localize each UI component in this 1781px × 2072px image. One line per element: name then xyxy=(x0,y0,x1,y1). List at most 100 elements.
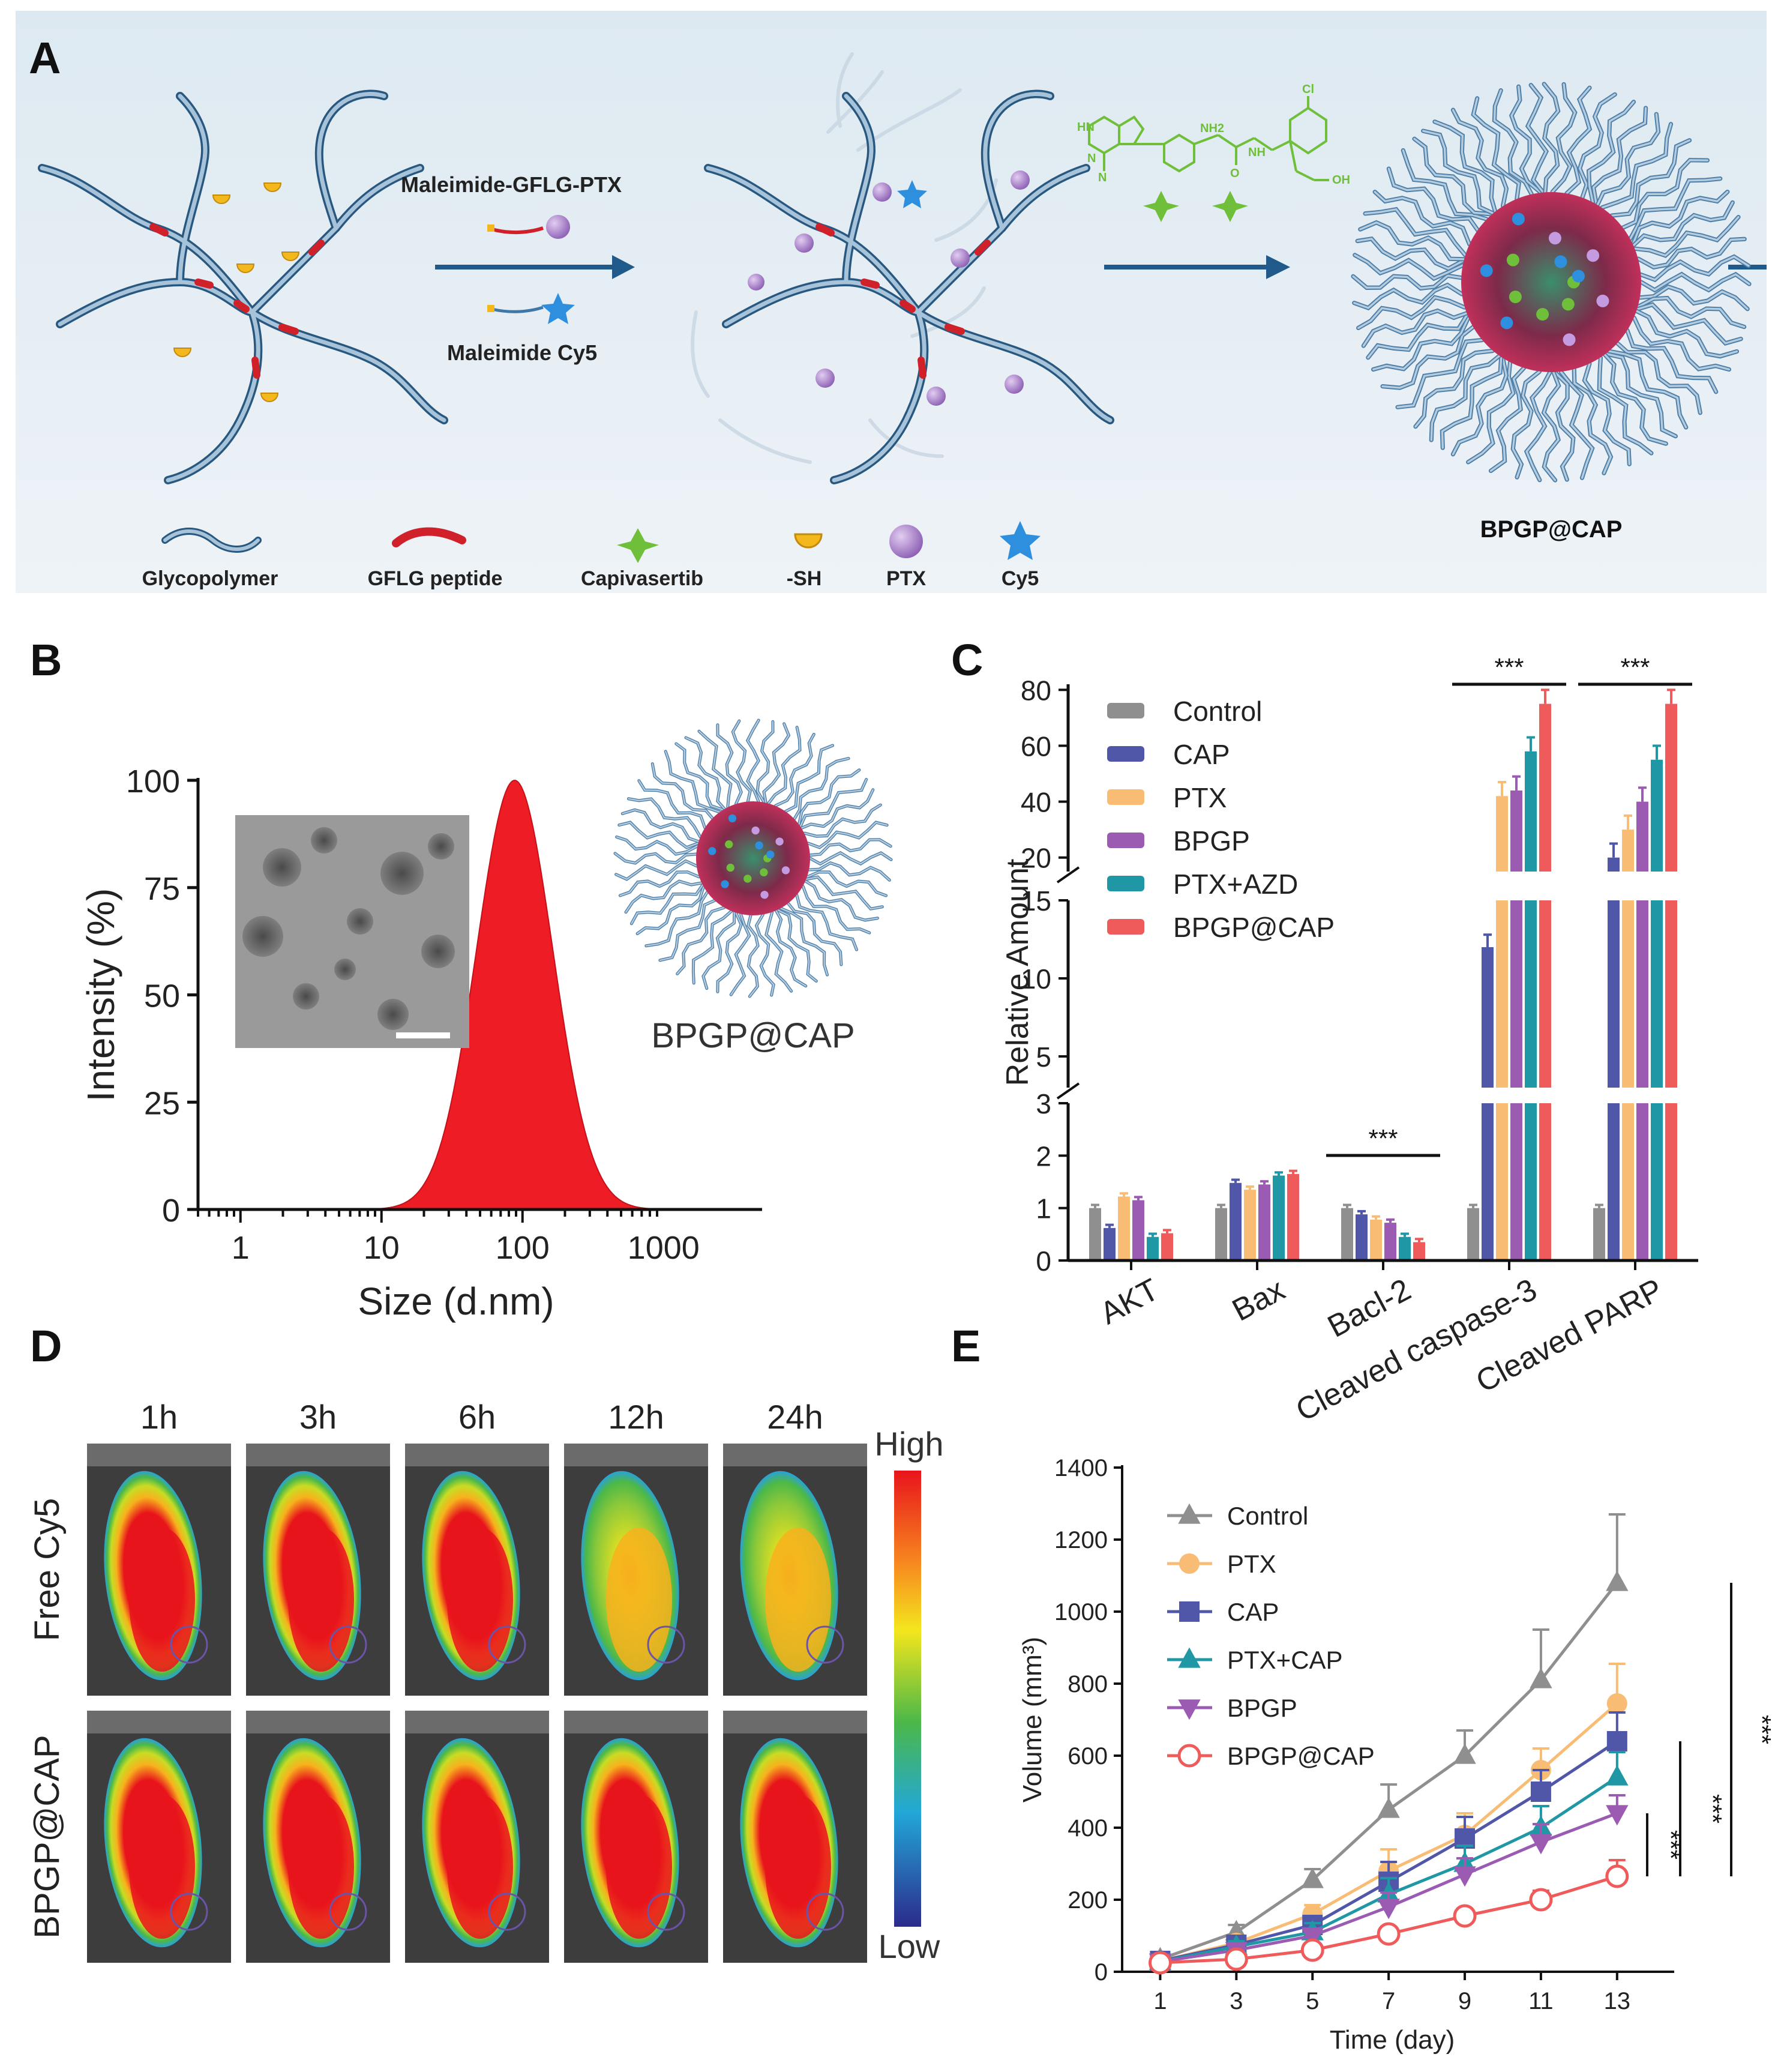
y-tick-label: 25 xyxy=(144,1085,180,1121)
polymer-arm-highlight xyxy=(780,908,828,976)
image-stage xyxy=(723,1444,867,1466)
polymer-arm-highlight xyxy=(763,723,790,804)
bar-cap xyxy=(1356,1214,1368,1260)
y-axis-title: Volume (mm³) xyxy=(1018,1637,1047,1802)
bar-ptx-azd xyxy=(1147,1236,1159,1260)
polymer-arm-highlight xyxy=(1636,303,1742,345)
data-point-triangle-down xyxy=(1453,1866,1476,1887)
x-tick-label: 10 xyxy=(364,1230,400,1266)
tumor-region-marker xyxy=(806,1625,844,1664)
polymer-arm-highlight xyxy=(659,900,716,962)
nanoparticle-core xyxy=(696,801,810,915)
polymer-arm-highlight xyxy=(1362,309,1468,347)
intensity-colorbar xyxy=(894,1471,921,1927)
y-tick-label: 2 xyxy=(1036,1140,1051,1172)
polymer-arm-highlight xyxy=(1621,159,1709,229)
polymer-arm-highlight xyxy=(1637,238,1746,269)
polymer-arm-highlight xyxy=(631,884,704,924)
y-tick-label: 75 xyxy=(144,871,180,907)
capivasertib-structure xyxy=(1088,96,1329,181)
polymer-arm-highlight xyxy=(802,885,870,934)
x-axis-title: Size (d.nm) xyxy=(358,1280,554,1323)
polymer-arm-highlight xyxy=(1551,83,1576,193)
bar-bpgp-cap xyxy=(1413,1242,1425,1260)
legend-label: CAP xyxy=(1173,739,1230,770)
polymer-arm-highlight xyxy=(698,730,732,808)
bar-bpgp xyxy=(1510,1103,1522,1260)
y-tick-label: 50 xyxy=(144,978,180,1014)
series-control xyxy=(1149,1513,1629,1968)
legend-label: PTX xyxy=(1227,1550,1276,1578)
bar-bpgp xyxy=(1636,801,1648,872)
mouse-image xyxy=(564,1444,708,1696)
polymer-arm-highlight xyxy=(746,719,760,803)
mouse-image xyxy=(405,1444,549,1696)
polymer-arm-highlight xyxy=(1626,329,1717,393)
glycopolymer-network-2 xyxy=(691,52,1114,484)
data-point-triangle-up xyxy=(1606,1570,1629,1591)
bar-ptx-azd xyxy=(1651,759,1663,872)
bar-cap xyxy=(1230,1182,1242,1260)
data-point-triangle-up xyxy=(1377,1797,1400,1818)
bar-bpgp xyxy=(1510,900,1522,1088)
core-payload xyxy=(1506,253,1519,267)
polymer-arm-highlight xyxy=(732,720,751,803)
y-tick-label: 400 xyxy=(1068,1815,1108,1842)
image-stage xyxy=(564,1711,708,1733)
legend-cy5: Cy5 xyxy=(1002,567,1039,590)
polymer-arm-highlight xyxy=(808,862,890,881)
core-payload xyxy=(755,841,763,850)
capivasertib-icon xyxy=(617,528,659,563)
legend-ptx: PTX xyxy=(886,567,926,590)
polymer-arm-highlight xyxy=(809,839,892,856)
bar-control xyxy=(1215,1208,1227,1260)
polymer-arm-highlight xyxy=(1359,221,1465,261)
polymer-arm-highlight xyxy=(1452,109,1508,207)
bar-bpgp-cap xyxy=(1539,1103,1551,1260)
data-point-triangle-up xyxy=(1178,1503,1201,1524)
polymer-arm-highlight xyxy=(1608,350,1687,429)
polymer-arm-highlight xyxy=(1402,149,1488,220)
x-tick-label: 5 xyxy=(1306,1988,1319,2014)
polymer-arm-highlight xyxy=(805,876,883,910)
bar-ptx-azd xyxy=(1651,1103,1663,1260)
core-payload xyxy=(728,814,737,823)
significance-label: *** xyxy=(1620,653,1650,681)
fluorescence-hotspot xyxy=(765,1528,831,1672)
bar-ptx-azd xyxy=(1525,751,1537,872)
data-point-open-circle xyxy=(1529,1888,1553,1912)
data-point-triangle-up xyxy=(1530,1667,1552,1688)
product-label: BPGP@CAP xyxy=(1480,516,1623,543)
polymer-arm-highlight xyxy=(1413,137,1493,215)
nanoparticle-illustration xyxy=(613,718,893,998)
core-payload xyxy=(1509,291,1522,304)
legend-label: PTX+AZD xyxy=(1173,869,1298,900)
legend-label: CAP xyxy=(1227,1598,1279,1626)
data-point-triangle-up xyxy=(1453,1743,1476,1764)
data-point-open-circle xyxy=(1377,1922,1401,1946)
y-tick-label: 10 xyxy=(1021,963,1051,995)
polymer-arm-highlight xyxy=(1611,139,1691,217)
bar-cap xyxy=(1608,1103,1620,1260)
svg-text:OH: OH xyxy=(1332,173,1350,187)
panel-b-dls: B 0 25 50 75 100 1 10 100 1000 Size (d.nm) Intensi… xyxy=(30,635,893,1323)
polymer-arm-highlight xyxy=(1542,371,1560,481)
image-stage xyxy=(246,1444,390,1466)
polymer-arm-highlight xyxy=(793,757,850,820)
y-tick-label: 0 xyxy=(162,1193,180,1229)
polymer-arm-highlight xyxy=(1493,89,1533,195)
polymer-arm-highlight xyxy=(807,821,888,849)
core-payload xyxy=(1572,270,1585,283)
fluorescence-hotspot xyxy=(288,1795,354,1939)
polymer-arm-highlight xyxy=(1352,274,1462,290)
polymer-arm-highlight xyxy=(1632,190,1729,245)
bar-bpgp-cap xyxy=(1539,900,1551,1088)
polymer-arm-highlight xyxy=(1603,354,1667,445)
x-tick-label: 100 xyxy=(496,1230,550,1266)
image-stage xyxy=(87,1711,231,1733)
data-point-square xyxy=(1606,1731,1627,1751)
bar-bpgp xyxy=(1258,1184,1270,1260)
polymer-arm xyxy=(754,913,775,997)
bar-ptx-azd xyxy=(1525,1103,1537,1260)
polymer-arm-highlight xyxy=(1357,296,1466,330)
